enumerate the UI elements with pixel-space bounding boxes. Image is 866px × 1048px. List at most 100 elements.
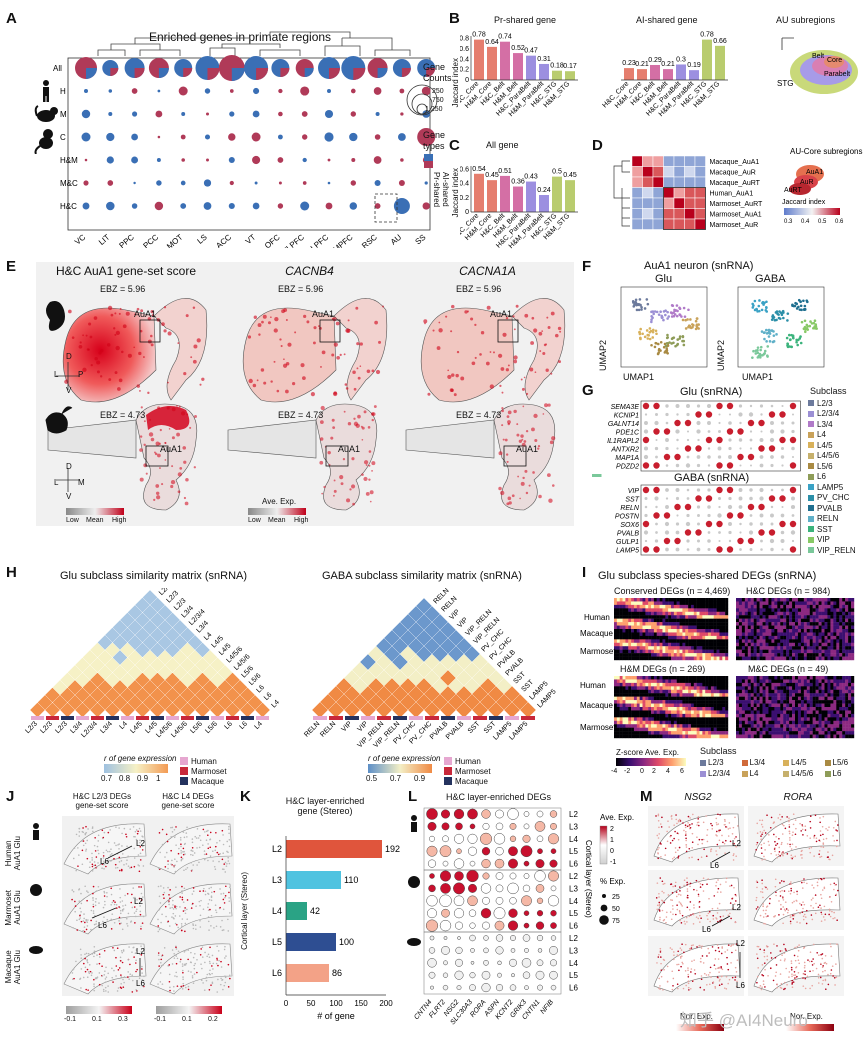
j-spot [139, 910, 142, 913]
heatmap-cell [688, 724, 692, 728]
heatmap-cell [747, 682, 751, 687]
heatmap-cell [803, 642, 807, 647]
heatmap-cell [619, 649, 623, 654]
heatmap-cell [719, 703, 723, 708]
heatmap-cell [851, 598, 855, 602]
dotplot-dot [697, 514, 700, 517]
expression-spot [192, 359, 197, 364]
heatmap-cell [741, 618, 746, 623]
subclass-swatch [808, 547, 814, 554]
heatmap-cell [815, 689, 819, 694]
heatmap-cell [633, 727, 637, 732]
heatmap-cell [616, 632, 620, 637]
j-spot [86, 925, 89, 927]
heatmap-cell [625, 703, 629, 708]
umap-point-gaba [773, 318, 777, 322]
subclass-legend-item: SST [808, 524, 866, 535]
umap-point-glu [664, 350, 667, 353]
heatmap-cell [836, 703, 840, 708]
heatmap-cell [800, 720, 805, 725]
aua1-label-3: AuA1 [490, 309, 513, 319]
expression-spot [148, 432, 154, 437]
i-subclass-label: L6 [832, 769, 842, 778]
heatmap-cell [815, 653, 819, 657]
heatmap-cell [842, 629, 846, 633]
heatmap-cell [682, 727, 686, 732]
heatmap-cell [792, 689, 796, 694]
heatmap-cell [762, 693, 766, 697]
heatmap-cell [821, 710, 825, 715]
heatmap-cell [645, 629, 649, 633]
heatmap-cell [753, 639, 757, 643]
brain-map-column [47, 298, 208, 511]
heatmap-cell [719, 615, 723, 619]
heatmap-cell [619, 682, 623, 687]
heatmap-cell [812, 649, 816, 654]
heatmap-cell [747, 707, 751, 711]
species-strip [106, 716, 119, 720]
umap-point-gaba [752, 349, 755, 353]
heatmap-cell [671, 625, 675, 630]
bar-value-label: 0.21 [661, 61, 675, 68]
heatmap-cell [736, 700, 740, 704]
heatmap-cell [768, 710, 772, 715]
expression-spot [147, 339, 152, 344]
heatmap-cell [631, 608, 635, 612]
heatmap-cell [812, 720, 816, 725]
heatmap-cell [710, 639, 714, 643]
heatmap-cell [818, 689, 822, 694]
heatmap-cell [795, 676, 799, 680]
panel-i-block2: H&C DEGs (n = 984) [746, 586, 831, 596]
heatmap-cell [725, 598, 729, 602]
heatmap-cell [736, 679, 740, 684]
species-strip [521, 716, 535, 720]
heatmap-cell [792, 615, 796, 619]
heatmap-cell [693, 635, 697, 640]
heatmap-cell [716, 686, 720, 690]
panel-i-scale-title: Z-score Ave. Exp. [616, 748, 679, 757]
i-subclass-label: L4/5 [791, 758, 807, 767]
heatmap-cell [795, 696, 799, 701]
gene-dot [302, 134, 308, 140]
expression-spot [438, 321, 441, 324]
heatmap-cell [625, 734, 629, 739]
j-spot [132, 897, 135, 899]
legend-ai-label: AI-shared [441, 172, 450, 207]
heatmap-cell [708, 731, 712, 735]
expression-spot [343, 353, 346, 356]
expression-spot [155, 441, 160, 446]
umap-point-glu [650, 315, 653, 318]
heatmap-cell [774, 601, 778, 606]
matrix-bottom-label: SST [467, 720, 482, 735]
heatmap-cell [830, 635, 834, 640]
expression-spot [492, 351, 495, 354]
species-label: Marmoset [191, 766, 227, 776]
heatmap-cell [780, 615, 784, 619]
heatmap-cell [648, 734, 652, 739]
heatmap-cell [753, 700, 757, 704]
heatmap-cell [653, 734, 657, 739]
expression-spot [320, 405, 325, 411]
heatmap-cell [659, 608, 663, 612]
heatmap-cell [777, 608, 781, 612]
umap-point-gaba [753, 308, 757, 312]
heatmap-cell [851, 632, 855, 637]
heatmap-cell [777, 724, 781, 728]
heatmap-cell [780, 717, 784, 721]
gene-dot [203, 179, 212, 187]
expression-spot [154, 452, 158, 456]
heatmap-cell [833, 679, 837, 684]
heatmap-cell [693, 611, 697, 616]
j-spot [71, 889, 74, 891]
heatmap-cell [705, 618, 709, 623]
heatmap-cell [631, 724, 635, 728]
heatmap-cell [614, 615, 618, 619]
heatmap-cell [668, 611, 672, 616]
i-subclass-item: L4/5/6 [783, 769, 825, 778]
species-strip [457, 716, 471, 720]
heatmap-cell [736, 717, 740, 721]
heatmap-cell [631, 155, 643, 167]
umap-point-glu [694, 319, 698, 323]
umap-point-gaba [791, 335, 795, 339]
dotplot-dot [748, 412, 754, 417]
